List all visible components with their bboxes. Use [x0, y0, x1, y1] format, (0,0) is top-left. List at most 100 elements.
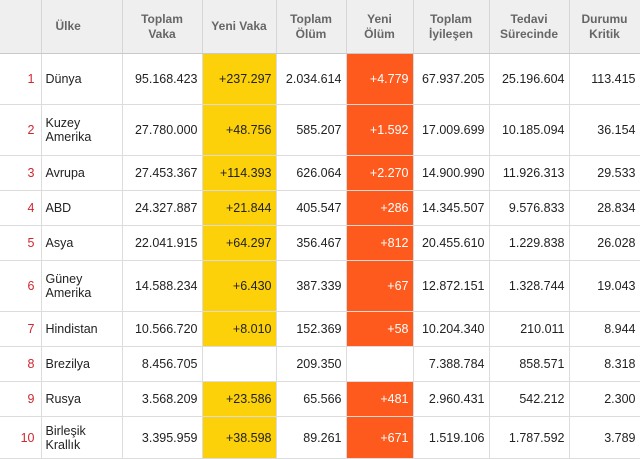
new-deaths-cell: +2.270 — [346, 155, 414, 191]
rank-cell: 5 — [0, 225, 42, 261]
country-cell: Avrupa — [41, 155, 123, 191]
critical-cell: 2.300 — [569, 381, 640, 417]
critical-cell: 8.944 — [569, 311, 640, 347]
country-cell: Rusya — [41, 381, 123, 417]
table-row: 6 Güney Amerika 14.588.234 +6.430 387.33… — [0, 260, 640, 312]
total-cases-cell: 10.566.720 — [122, 311, 203, 347]
country-cell: ABD — [41, 190, 123, 226]
critical-cell: 8.318 — [569, 346, 640, 382]
new-deaths-cell — [346, 346, 414, 382]
active-header[interactable]: Tedavi Sürecinde — [489, 0, 570, 54]
recovered-cell: 67.937.205 — [413, 53, 490, 105]
country-cell: Asya — [41, 225, 123, 261]
total-deaths-cell: 2.034.614 — [276, 53, 347, 105]
new-deaths-cell: +812 — [346, 225, 414, 261]
total-deaths-header[interactable]: Toplam Ölüm — [276, 0, 347, 54]
active-cell: 542.212 — [489, 381, 570, 417]
total-cases-cell: 24.327.887 — [122, 190, 203, 226]
active-cell: 11.926.313 — [489, 155, 570, 191]
total-cases-cell: 3.395.959 — [122, 416, 203, 459]
recovered-cell: 20.455.610 — [413, 225, 490, 261]
header-row: Ülke Toplam Vaka Yeni Vaka Toplam Ölüm Y… — [0, 0, 640, 54]
recovered-cell: 12.872.151 — [413, 260, 490, 312]
recovered-cell: 7.388.784 — [413, 346, 490, 382]
new-deaths-header[interactable]: Yeni Ölüm — [346, 0, 414, 54]
total-cases-cell: 27.453.367 — [122, 155, 203, 191]
total-cases-cell: 22.041.915 — [122, 225, 203, 261]
new-cases-cell: +21.844 — [202, 190, 277, 226]
recovered-cell: 10.204.340 — [413, 311, 490, 347]
critical-header[interactable]: Durumu Kritik — [569, 0, 640, 54]
total-deaths-cell: 585.207 — [276, 104, 347, 156]
new-cases-cell: +114.393 — [202, 155, 277, 191]
recovered-cell: 17.009.699 — [413, 104, 490, 156]
table-row: 7 Hindistan 10.566.720 +8.010 152.369 +5… — [0, 311, 640, 347]
new-cases-cell: +6.430 — [202, 260, 277, 312]
active-cell: 9.576.833 — [489, 190, 570, 226]
rank-cell: 3 — [0, 155, 42, 191]
total-cases-cell: 27.780.000 — [122, 104, 203, 156]
total-cases-cell: 8.456.705 — [122, 346, 203, 382]
table-row: 5 Asya 22.041.915 +64.297 356.467 +812 2… — [0, 225, 640, 261]
recovered-cell: 14.345.507 — [413, 190, 490, 226]
table-row: 9 Rusya 3.568.209 +23.586 65.566 +481 2.… — [0, 381, 640, 417]
total-deaths-cell: 209.350 — [276, 346, 347, 382]
recovered-cell: 1.519.106 — [413, 416, 490, 459]
total-deaths-cell: 387.339 — [276, 260, 347, 312]
critical-cell: 3.789 — [569, 416, 640, 459]
critical-cell: 29.533 — [569, 155, 640, 191]
new-cases-cell — [202, 346, 277, 382]
new-cases-cell: +48.756 — [202, 104, 277, 156]
new-cases-cell: +237.297 — [202, 53, 277, 105]
total-cases-header[interactable]: Toplam Vaka — [122, 0, 203, 54]
rank-cell: 7 — [0, 311, 42, 347]
active-cell: 1.787.592 — [489, 416, 570, 459]
new-cases-cell: +23.586 — [202, 381, 277, 417]
new-deaths-cell: +67 — [346, 260, 414, 312]
total-cases-cell: 3.568.209 — [122, 381, 203, 417]
new-deaths-cell: +286 — [346, 190, 414, 226]
rank-header — [0, 0, 42, 54]
total-deaths-cell: 626.064 — [276, 155, 347, 191]
rank-cell: 6 — [0, 260, 42, 312]
total-deaths-cell: 89.261 — [276, 416, 347, 459]
rank-cell: 8 — [0, 346, 42, 382]
new-cases-cell: +64.297 — [202, 225, 277, 261]
new-deaths-cell: +4.779 — [346, 53, 414, 105]
critical-cell: 36.154 — [569, 104, 640, 156]
total-deaths-cell: 356.467 — [276, 225, 347, 261]
total-cases-cell: 14.588.234 — [122, 260, 203, 312]
table-row: 8 Brezilya 8.456.705 209.350 7.388.784 8… — [0, 346, 640, 382]
critical-cell: 28.834 — [569, 190, 640, 226]
total-deaths-cell: 65.566 — [276, 381, 347, 417]
critical-cell: 19.043 — [569, 260, 640, 312]
country-header[interactable]: Ülke — [41, 0, 123, 54]
country-cell: Kuzey Amerika — [41, 104, 123, 156]
table-row: 4 ABD 24.327.887 +21.844 405.547 +286 14… — [0, 190, 640, 226]
rank-cell: 2 — [0, 104, 42, 156]
table-row: 10 Birleşik Krallık 3.395.959 +38.598 89… — [0, 416, 640, 459]
rank-cell: 4 — [0, 190, 42, 226]
active-cell: 25.196.604 — [489, 53, 570, 105]
total-cases-cell: 95.168.423 — [122, 53, 203, 105]
country-cell: Dünya — [41, 53, 123, 105]
new-deaths-cell: +671 — [346, 416, 414, 459]
new-cases-header[interactable]: Yeni Vaka — [202, 0, 277, 54]
table-row: 3 Avrupa 27.453.367 +114.393 626.064 +2.… — [0, 155, 640, 191]
recovered-header[interactable]: Toplam İyileşen — [413, 0, 490, 54]
active-cell: 858.571 — [489, 346, 570, 382]
rank-cell: 1 — [0, 53, 42, 105]
new-cases-cell: +38.598 — [202, 416, 277, 459]
rank-cell: 10 — [0, 416, 42, 459]
active-cell: 210.011 — [489, 311, 570, 347]
total-deaths-cell: 405.547 — [276, 190, 347, 226]
new-cases-cell: +8.010 — [202, 311, 277, 347]
country-cell: Güney Amerika — [41, 260, 123, 312]
country-cell: Birleşik Krallık — [41, 416, 123, 459]
critical-cell: 26.028 — [569, 225, 640, 261]
recovered-cell: 14.900.990 — [413, 155, 490, 191]
country-cell: Hindistan — [41, 311, 123, 347]
rank-cell: 9 — [0, 381, 42, 417]
critical-cell: 113.415 — [569, 53, 640, 105]
